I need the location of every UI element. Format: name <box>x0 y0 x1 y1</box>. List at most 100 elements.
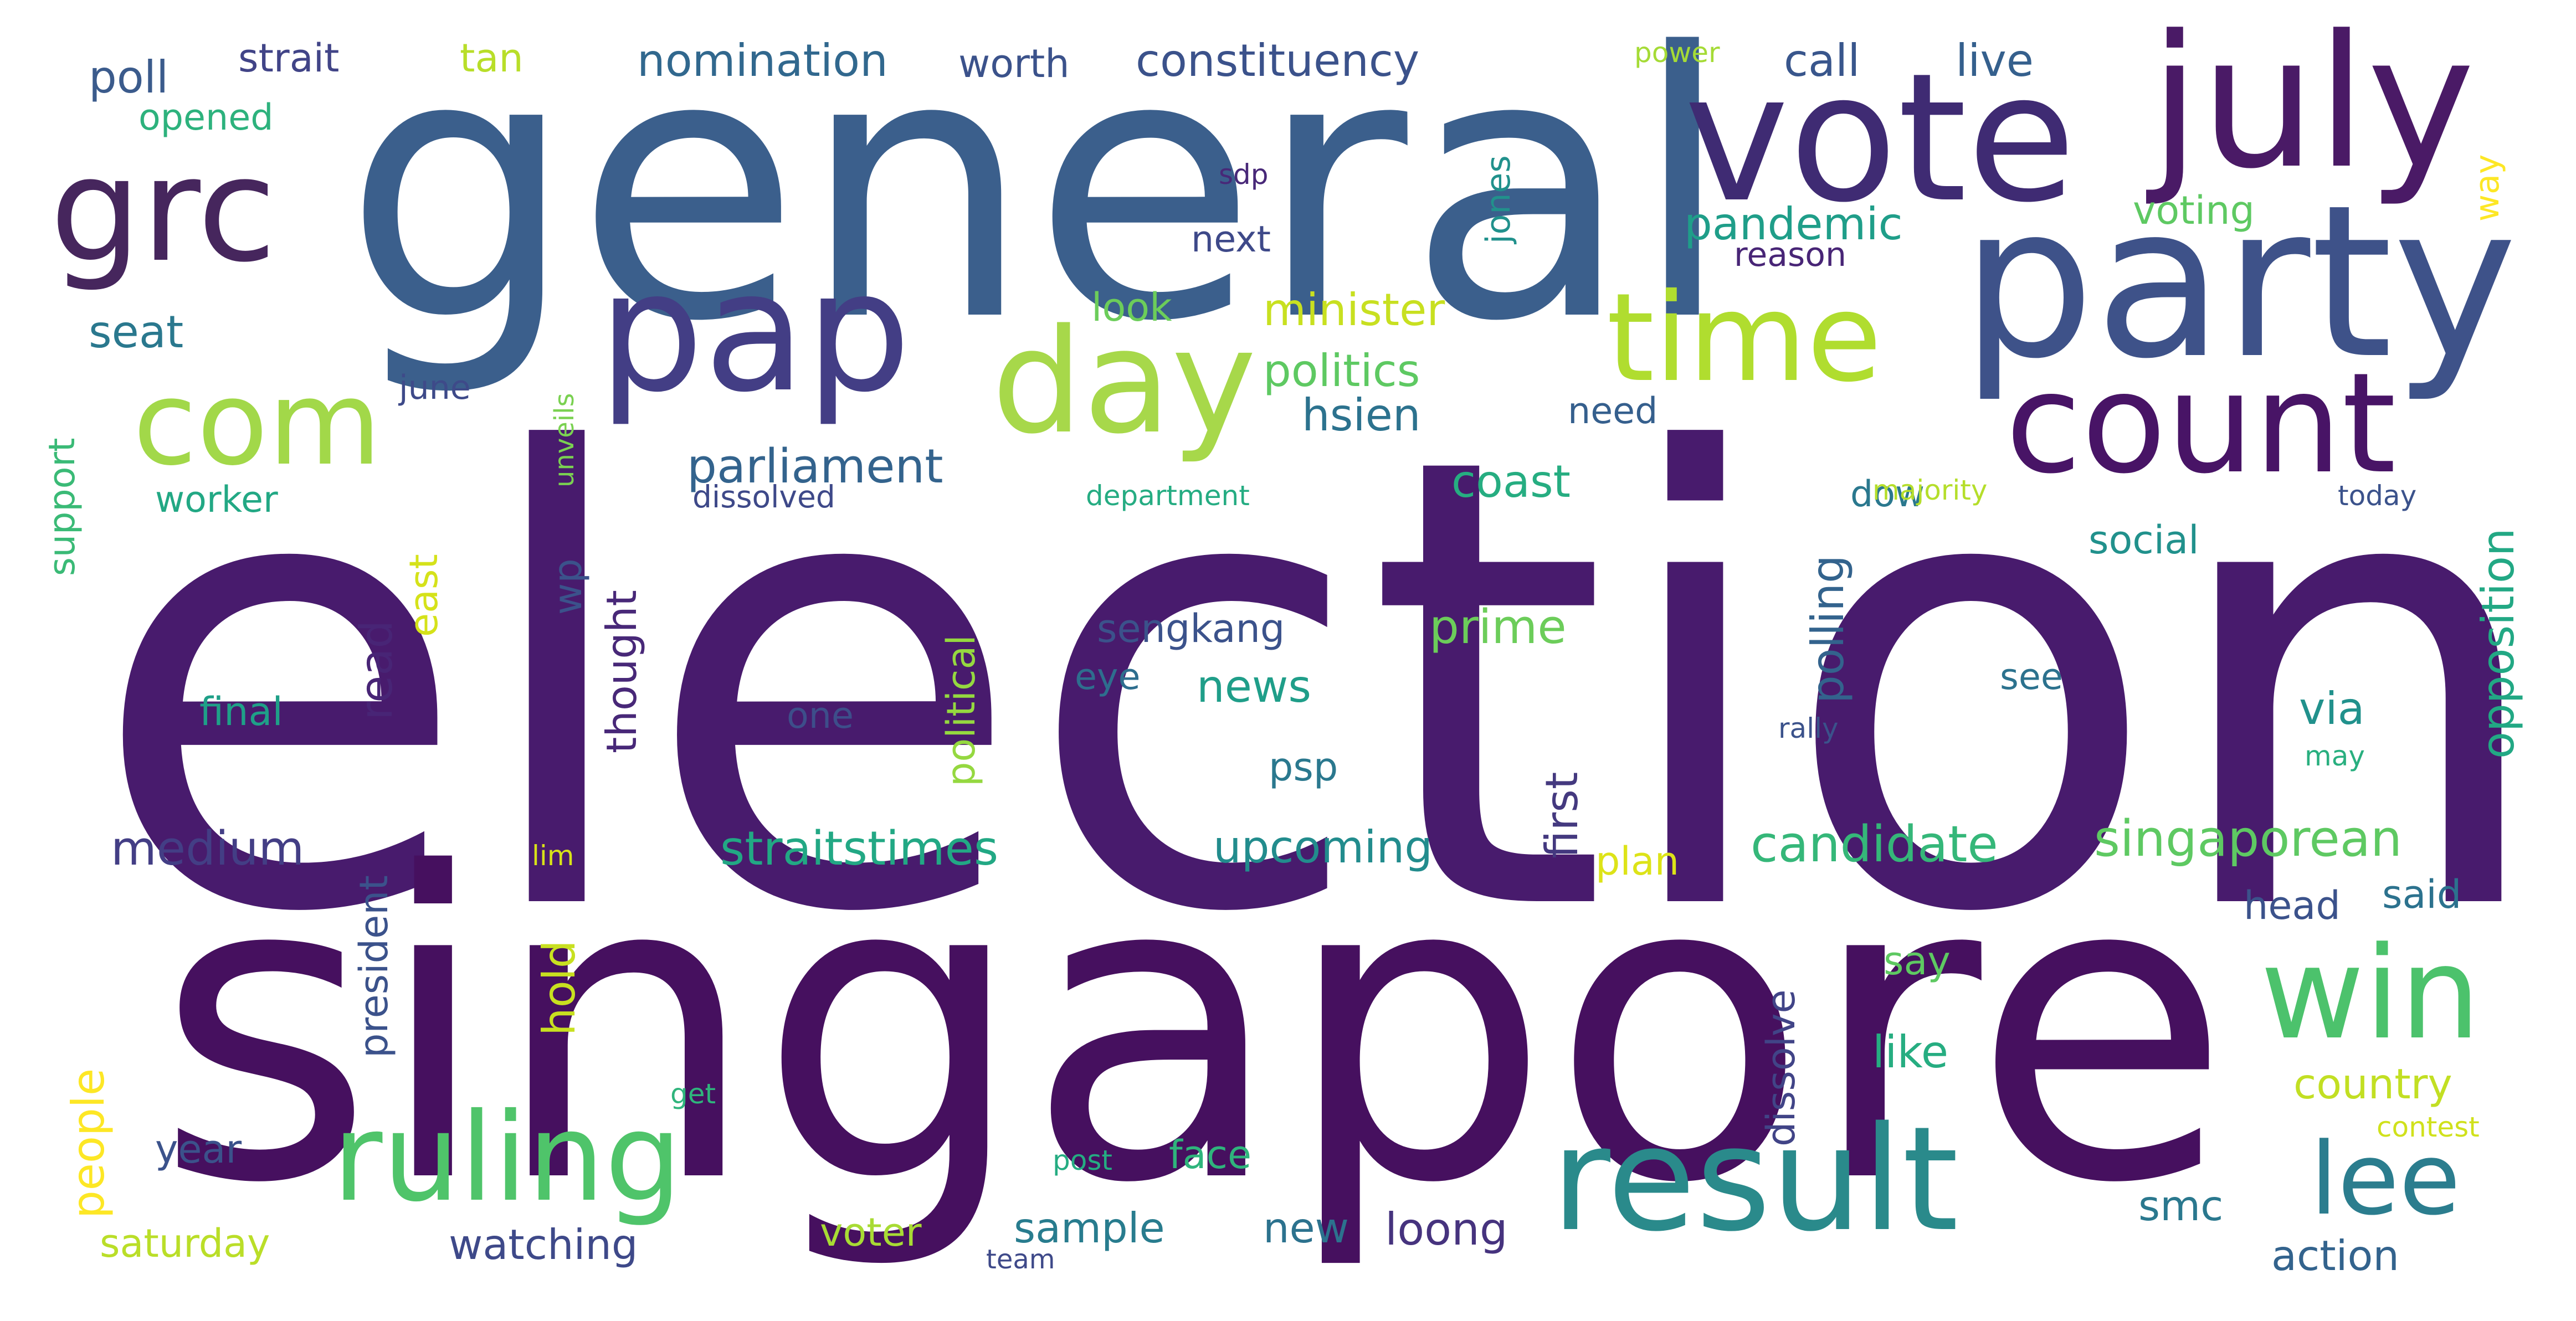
word-coast: coast <box>1451 456 1571 507</box>
word-contest: contest <box>2377 1111 2480 1143</box>
word-win: win <box>2260 920 2481 1068</box>
word-first: first <box>1536 772 1588 859</box>
word-dissolve: dissolve <box>1758 989 1804 1147</box>
word-hold: hold <box>533 940 585 1036</box>
word-head: head <box>2244 883 2341 928</box>
word-constituency: constituency <box>1136 35 1420 86</box>
word-opposition: opposition <box>2472 528 2524 759</box>
word-singaporean: singaporean <box>2094 810 2402 868</box>
word-support: support <box>42 438 83 576</box>
word-loong: loong <box>1385 1204 1508 1255</box>
word-read: read <box>351 620 402 720</box>
word-com: com <box>133 356 382 491</box>
word-rally: rally <box>1778 712 1839 744</box>
word-may: may <box>2305 740 2365 772</box>
word-get: get <box>670 1078 716 1110</box>
word-social: social <box>2088 517 2199 563</box>
word-voting: voting <box>2133 188 2255 233</box>
word-sample: sample <box>1014 1204 1165 1252</box>
word-parliament: parliament <box>687 439 943 494</box>
word-plan: plan <box>1595 839 1680 884</box>
word-like: like <box>1872 1026 1949 1078</box>
word-strait: strait <box>238 35 340 81</box>
word-political: political <box>938 635 984 787</box>
word-july: july <box>2149 0 2475 209</box>
word-year: year <box>155 1127 242 1172</box>
word-east: east <box>401 554 447 637</box>
word-politics: politics <box>1263 345 1420 397</box>
word-election: election <box>89 326 2554 1048</box>
word-country: country <box>2293 1060 2452 1108</box>
word-post: post <box>1053 1144 1112 1176</box>
word-worker: worker <box>155 479 278 521</box>
word-need: need <box>1568 390 1658 432</box>
word-majority: majority <box>1872 474 1988 506</box>
word-saturday: saturday <box>100 1221 270 1266</box>
word-seat: seat <box>89 306 184 358</box>
word-news: news <box>1197 661 1312 712</box>
word-one: one <box>787 695 854 737</box>
word-smc: smc <box>2138 1181 2224 1230</box>
word-look: look <box>1091 285 1172 330</box>
word-result: result <box>1551 1096 1959 1263</box>
word-final: final <box>199 689 283 734</box>
word-psp: psp <box>1269 744 1338 790</box>
word-worth: worth <box>958 41 1070 86</box>
word-hsien: hsien <box>1302 389 1421 441</box>
word-face: face <box>1169 1132 1252 1178</box>
word-see: see <box>2000 656 2063 698</box>
word-time: time <box>1607 267 1882 409</box>
word-call: call <box>1784 35 1860 86</box>
word-tan: tan <box>460 35 524 81</box>
word-unveils: unveils <box>549 393 580 487</box>
word-pandemic: pandemic <box>1684 198 1903 250</box>
word-sdp: sdp <box>1219 158 1269 191</box>
word-people: people <box>63 1068 114 1219</box>
word-pap: pap <box>598 235 911 429</box>
word-via: via <box>2299 683 2365 734</box>
word-team: team <box>986 1244 1055 1275</box>
word-ruling: ruling <box>332 1087 683 1229</box>
word-live: live <box>1956 35 2034 86</box>
word-eye: eye <box>1075 656 1141 698</box>
word-dissolved: dissolved <box>692 479 835 515</box>
word-upcoming: upcoming <box>1213 821 1433 873</box>
word-voter: voter <box>820 1210 922 1255</box>
word-medium: medium <box>111 821 305 876</box>
word-nomination: nomination <box>637 35 888 86</box>
word-wp: wp <box>545 558 591 615</box>
word-today: today <box>2338 480 2417 512</box>
word-prime: prime <box>1429 600 1567 655</box>
word-sengkang: sengkang <box>1097 606 1285 651</box>
word-next: next <box>1191 219 1271 260</box>
word-day: day <box>992 299 1257 466</box>
word-dow: dow <box>1850 474 1925 515</box>
word-opened: opened <box>138 97 274 138</box>
word-june: june <box>399 368 471 407</box>
word-new: new <box>1263 1204 1349 1252</box>
word-president: president <box>351 875 397 1058</box>
word-power: power <box>1634 37 1720 69</box>
word-jones: jones <box>1479 155 1518 244</box>
word-watching: watching <box>449 1220 638 1269</box>
word-thought: thought <box>597 590 646 753</box>
word-reason: reason <box>1734 235 1847 274</box>
word-say: say <box>1884 938 1951 984</box>
word-straitstimes: straitstimes <box>720 821 999 876</box>
word-minister: minister <box>1263 284 1445 336</box>
word-vote: vote <box>1684 35 2076 241</box>
word-way: way <box>2468 154 2507 222</box>
word-grc: grc <box>50 127 277 294</box>
word-lim: lim <box>532 840 574 872</box>
word-singapore: singapore <box>155 785 2231 1275</box>
word-said: said <box>2382 872 2462 917</box>
word-department: department <box>1086 480 1250 512</box>
word-party: party <box>1961 160 2518 405</box>
word-lee: lee <box>2310 1122 2461 1237</box>
word-action: action <box>2271 1231 2399 1280</box>
word-count: count <box>2005 343 2397 504</box>
word-poll: poll <box>89 52 169 103</box>
word-general: general <box>343 0 1733 401</box>
word-candidate: candidate <box>1751 815 1998 873</box>
